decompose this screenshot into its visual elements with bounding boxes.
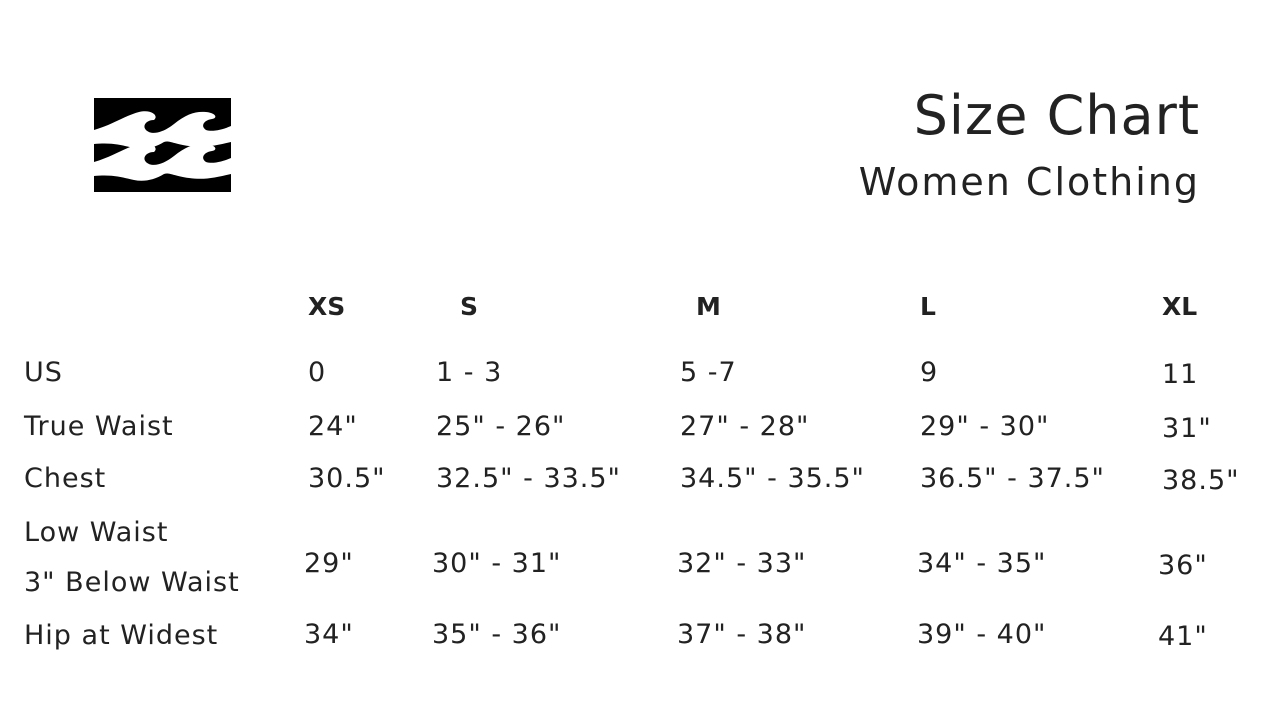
row-label-low-waist: Low Waist bbox=[24, 517, 169, 548]
row-label-true-waist: True Waist bbox=[24, 411, 174, 442]
cell: 32.5" - 33.5" bbox=[436, 463, 621, 494]
cell: 38.5" bbox=[1162, 465, 1240, 496]
cell: 27" - 28" bbox=[680, 411, 810, 442]
cell: 30" - 31" bbox=[432, 548, 562, 579]
size-header-m: M bbox=[696, 292, 721, 321]
cell: 29" - 30" bbox=[920, 411, 1050, 442]
size-header-xl: XL bbox=[1162, 292, 1198, 321]
size-header-s: S bbox=[460, 292, 479, 321]
cell: 24" bbox=[308, 411, 358, 442]
cell: 31" bbox=[1162, 413, 1212, 444]
cell: 41" bbox=[1158, 621, 1208, 652]
cell: 35" - 36" bbox=[432, 619, 562, 650]
cell: 32" - 33" bbox=[677, 548, 807, 579]
cell: 36" bbox=[1158, 550, 1208, 581]
cell: 34" - 35" bbox=[917, 548, 1047, 579]
row-label-hip: Hip at Widest bbox=[24, 620, 219, 651]
size-header-l: L bbox=[920, 292, 936, 321]
cell: 36.5" - 37.5" bbox=[920, 463, 1105, 494]
row-label-chest: Chest bbox=[24, 463, 107, 494]
brand-logo bbox=[94, 98, 231, 192]
row-label-us: US bbox=[24, 357, 63, 388]
row-label-below-waist: 3" Below Waist bbox=[24, 567, 240, 598]
cell: 11 bbox=[1162, 359, 1199, 390]
page-subtitle: Women Clothing bbox=[858, 160, 1200, 204]
cell: 29" bbox=[304, 548, 354, 579]
cell: 25" - 26" bbox=[436, 411, 566, 442]
cell: 0 bbox=[308, 357, 327, 388]
page-title: Size Chart bbox=[913, 84, 1200, 147]
cell: 34.5" - 35.5" bbox=[680, 463, 865, 494]
cell: 30.5" bbox=[308, 463, 386, 494]
cell: 5 -7 bbox=[680, 357, 737, 388]
cell: 37" - 38" bbox=[677, 619, 807, 650]
cell: 9 bbox=[920, 357, 939, 388]
size-header-xs: XS bbox=[308, 292, 346, 321]
cell: 39" - 40" bbox=[917, 619, 1047, 650]
cell: 1 - 3 bbox=[436, 357, 503, 388]
cell: 34" bbox=[304, 619, 354, 650]
